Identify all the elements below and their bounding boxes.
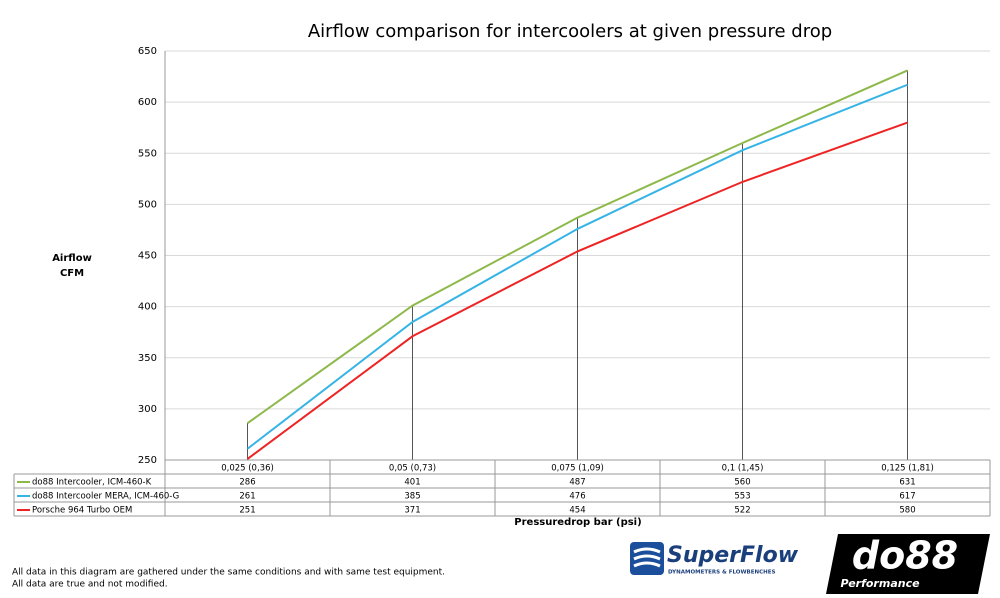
legend-label: do88 Intercooler MERA, ICM-460-G — [32, 492, 179, 502]
table-value: 553 — [734, 492, 750, 502]
y-tick-label: 350 — [138, 353, 157, 364]
y-tick-label: 300 — [138, 404, 157, 415]
table-value: 522 — [734, 506, 750, 516]
y-tick-label: 450 — [138, 251, 157, 262]
superflow-logo: SuperFlow DYNAMOMETERS & FLOWBENCHES — [630, 542, 799, 576]
y-tick-label: 550 — [138, 148, 157, 159]
y-tick-label: 650 — [138, 46, 157, 57]
series-line — [246, 69, 908, 425]
y-axis-title: Airflow — [52, 253, 92, 264]
note: All data in this diagram are gathered un… — [12, 568, 445, 578]
logo-tagline: Performance — [840, 577, 920, 590]
y-tick-label: 400 — [138, 302, 157, 313]
x-tick-label: 0,025 (0,36) — [221, 464, 274, 474]
legend-label: do88 Intercooler, ICM-460-K — [32, 478, 152, 488]
table-value: 476 — [569, 492, 585, 502]
table-value: 454 — [569, 506, 585, 516]
x-tick-label: 0,125 (1,81) — [881, 464, 934, 474]
x-tick-label: 0,075 (1,09) — [551, 464, 604, 474]
note: All data are true and not modified. — [12, 580, 168, 590]
table-value: 560 — [734, 478, 750, 488]
logo-text: do88 — [852, 534, 958, 578]
y-tick-label: 250 — [138, 455, 157, 466]
series-line — [246, 83, 908, 450]
logo-icon — [633, 547, 661, 568]
do88-logo: do88 Performance — [826, 534, 990, 594]
chart-title: Airflow comparison for intercoolers at g… — [308, 21, 832, 42]
series-line — [246, 121, 908, 460]
table-value: 251 — [239, 506, 255, 516]
x-tick-label: 0,05 (0,73) — [389, 464, 436, 474]
table-value: 261 — [239, 492, 255, 502]
logo-tagline: DYNAMOMETERS & FLOWBENCHES — [668, 570, 775, 576]
table-value: 401 — [404, 478, 420, 488]
y-tick-label: 500 — [138, 199, 157, 210]
table-value: 487 — [569, 478, 585, 488]
table-value: 617 — [899, 492, 915, 502]
y-axis-title: CFM — [60, 268, 84, 279]
table-value: 631 — [899, 478, 915, 488]
x-tick-label: 0,1 (1,45) — [722, 464, 764, 474]
logo-text: SuperFlow — [667, 543, 799, 568]
y-tick-label: 600 — [138, 97, 157, 108]
table-value: 580 — [899, 506, 915, 516]
table-value: 385 — [404, 492, 420, 502]
table-value: 286 — [239, 478, 255, 488]
x-axis-title: Pressuredrop bar (psi) — [514, 517, 641, 528]
logo-badge — [826, 534, 990, 594]
table-value: 371 — [404, 506, 420, 516]
legend-label: Porsche 964 Turbo OEM — [32, 506, 132, 516]
